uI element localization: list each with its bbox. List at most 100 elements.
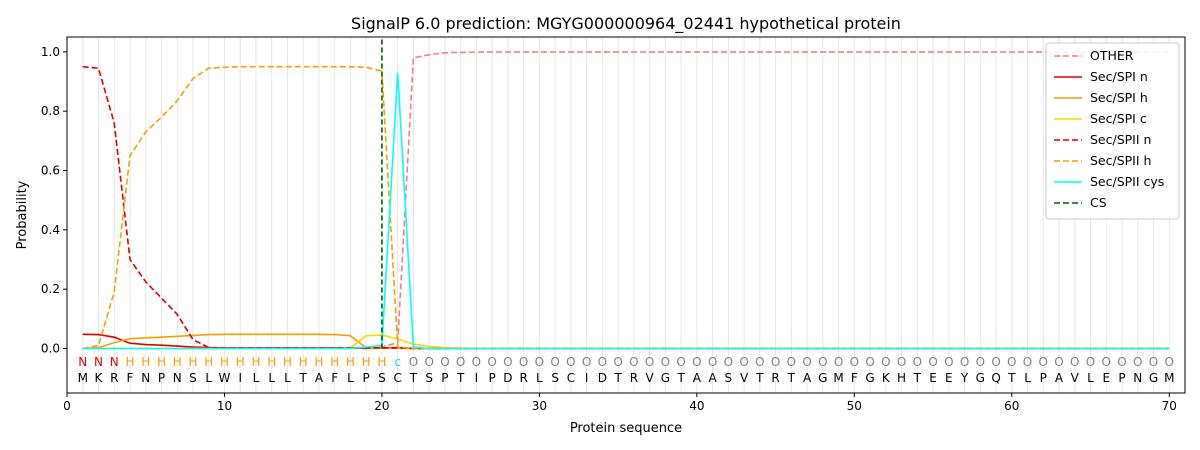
residue-label: L [536,371,543,385]
residue-label: M [833,371,843,385]
residue-label: F [851,371,858,385]
residue-label: P [1040,371,1047,385]
series-lines [82,37,1170,350]
residue-label: S [551,371,559,385]
region-label: O [1086,355,1095,369]
residue-label: L [284,371,291,385]
region-label: H [236,355,245,369]
region-label: H [141,355,150,369]
region-label: O [1149,355,1158,369]
region-label: H [362,355,371,369]
residue-label: R [519,371,527,385]
region-label: O [1102,355,1111,369]
residue-label: A [693,371,702,385]
residue-label: A [708,371,717,385]
region-label: O [802,355,811,369]
region-label: O [1054,355,1063,369]
residue-label: S [378,371,386,385]
residue-label: I [585,371,589,385]
legend-label: Sec/SPII h [1090,153,1151,168]
y-tick-label: 0.8 [41,104,60,118]
region-label: O [566,355,575,369]
region-label: O [787,355,796,369]
residue-label: L [347,371,354,385]
residue-label: T [1007,371,1016,385]
residue-label: K [882,371,891,385]
region-label: O [771,355,780,369]
residue-label: R [110,371,118,385]
residue-label: I [238,371,242,385]
residue-label: F [331,371,338,385]
residue-label: R [630,371,638,385]
region-label: O [456,355,465,369]
region-label: O [503,355,512,369]
axes: 0 10 20 30 40 50 60 70 0.0 0.2 0.4 0.6 0.8 1.0 [41,36,1186,413]
residue-label: D [598,371,607,385]
region-label: O [991,355,1000,369]
region-label: O [1039,355,1048,369]
region-label: H [314,355,323,369]
residue-label: E [1102,371,1110,385]
region-label: O [676,355,685,369]
residue-label: M [78,371,88,385]
residue-label: M [1164,371,1174,385]
region-label: H [157,355,166,369]
region-label: H [188,355,197,369]
region-label: O [724,355,733,369]
region-label: c [394,355,401,369]
region-label: O [582,355,591,369]
legend-label: Sec/SPII n [1090,132,1151,147]
residue-label: N [141,371,150,385]
region-label: O [409,355,418,369]
region-label: O [834,355,843,369]
region-label: N [110,355,119,369]
region-label: H [251,355,260,369]
chart-title: SignalP 6.0 prediction: MGYG000000964_02… [351,14,901,34]
x-tick-label: 30 [532,399,547,413]
region-label: O [1070,355,1079,369]
residue-label: N [173,371,182,385]
residue-label: Y [960,371,969,385]
residue-label: V [646,371,655,385]
region-label: N [94,355,103,369]
region-label: O [550,355,559,369]
region-label: O [944,355,953,369]
region-label: O [960,355,969,369]
residue-label: Q [991,371,1000,385]
residue-label: T [299,371,308,385]
region-label: H [204,355,213,369]
x-tick-label: 20 [374,399,389,413]
region-label: H [173,355,182,369]
region-label: O [897,355,906,369]
residue-label: E [945,371,953,385]
region-label: H [377,355,386,369]
region-label: H [299,355,308,369]
x-tick-label: 0 [63,399,71,413]
x-tick-label: 10 [217,399,232,413]
legend: OTHER Sec/SPI n Sec/SPI h Sec/SPI c Sec/SPII… [1045,42,1180,220]
region-label: O [928,355,937,369]
x-tick-label: 60 [1004,399,1019,413]
region-label: O [629,355,638,369]
region-label: O [1023,355,1032,369]
legend-label: CS [1090,195,1107,210]
residue-label: L [253,371,260,385]
residue-label: L [1087,371,1094,385]
residue-label: V [740,371,749,385]
residue-label: K [95,371,104,385]
region-label: O [881,355,890,369]
legend-label: Sec/SPII cys [1090,174,1164,189]
residue-label: G [818,371,827,385]
region-label: O [818,355,827,369]
residue-label: C [393,371,401,385]
region-label: H [283,355,292,369]
residue-label: P [1118,371,1125,385]
residue-label: G [865,371,874,385]
residue-label: A [315,371,324,385]
x-tick-label: 70 [1162,399,1177,413]
residue-label: L [268,371,275,385]
residue-label: I [475,371,479,385]
region-label: H [267,355,276,369]
residue-label: T [787,371,796,385]
